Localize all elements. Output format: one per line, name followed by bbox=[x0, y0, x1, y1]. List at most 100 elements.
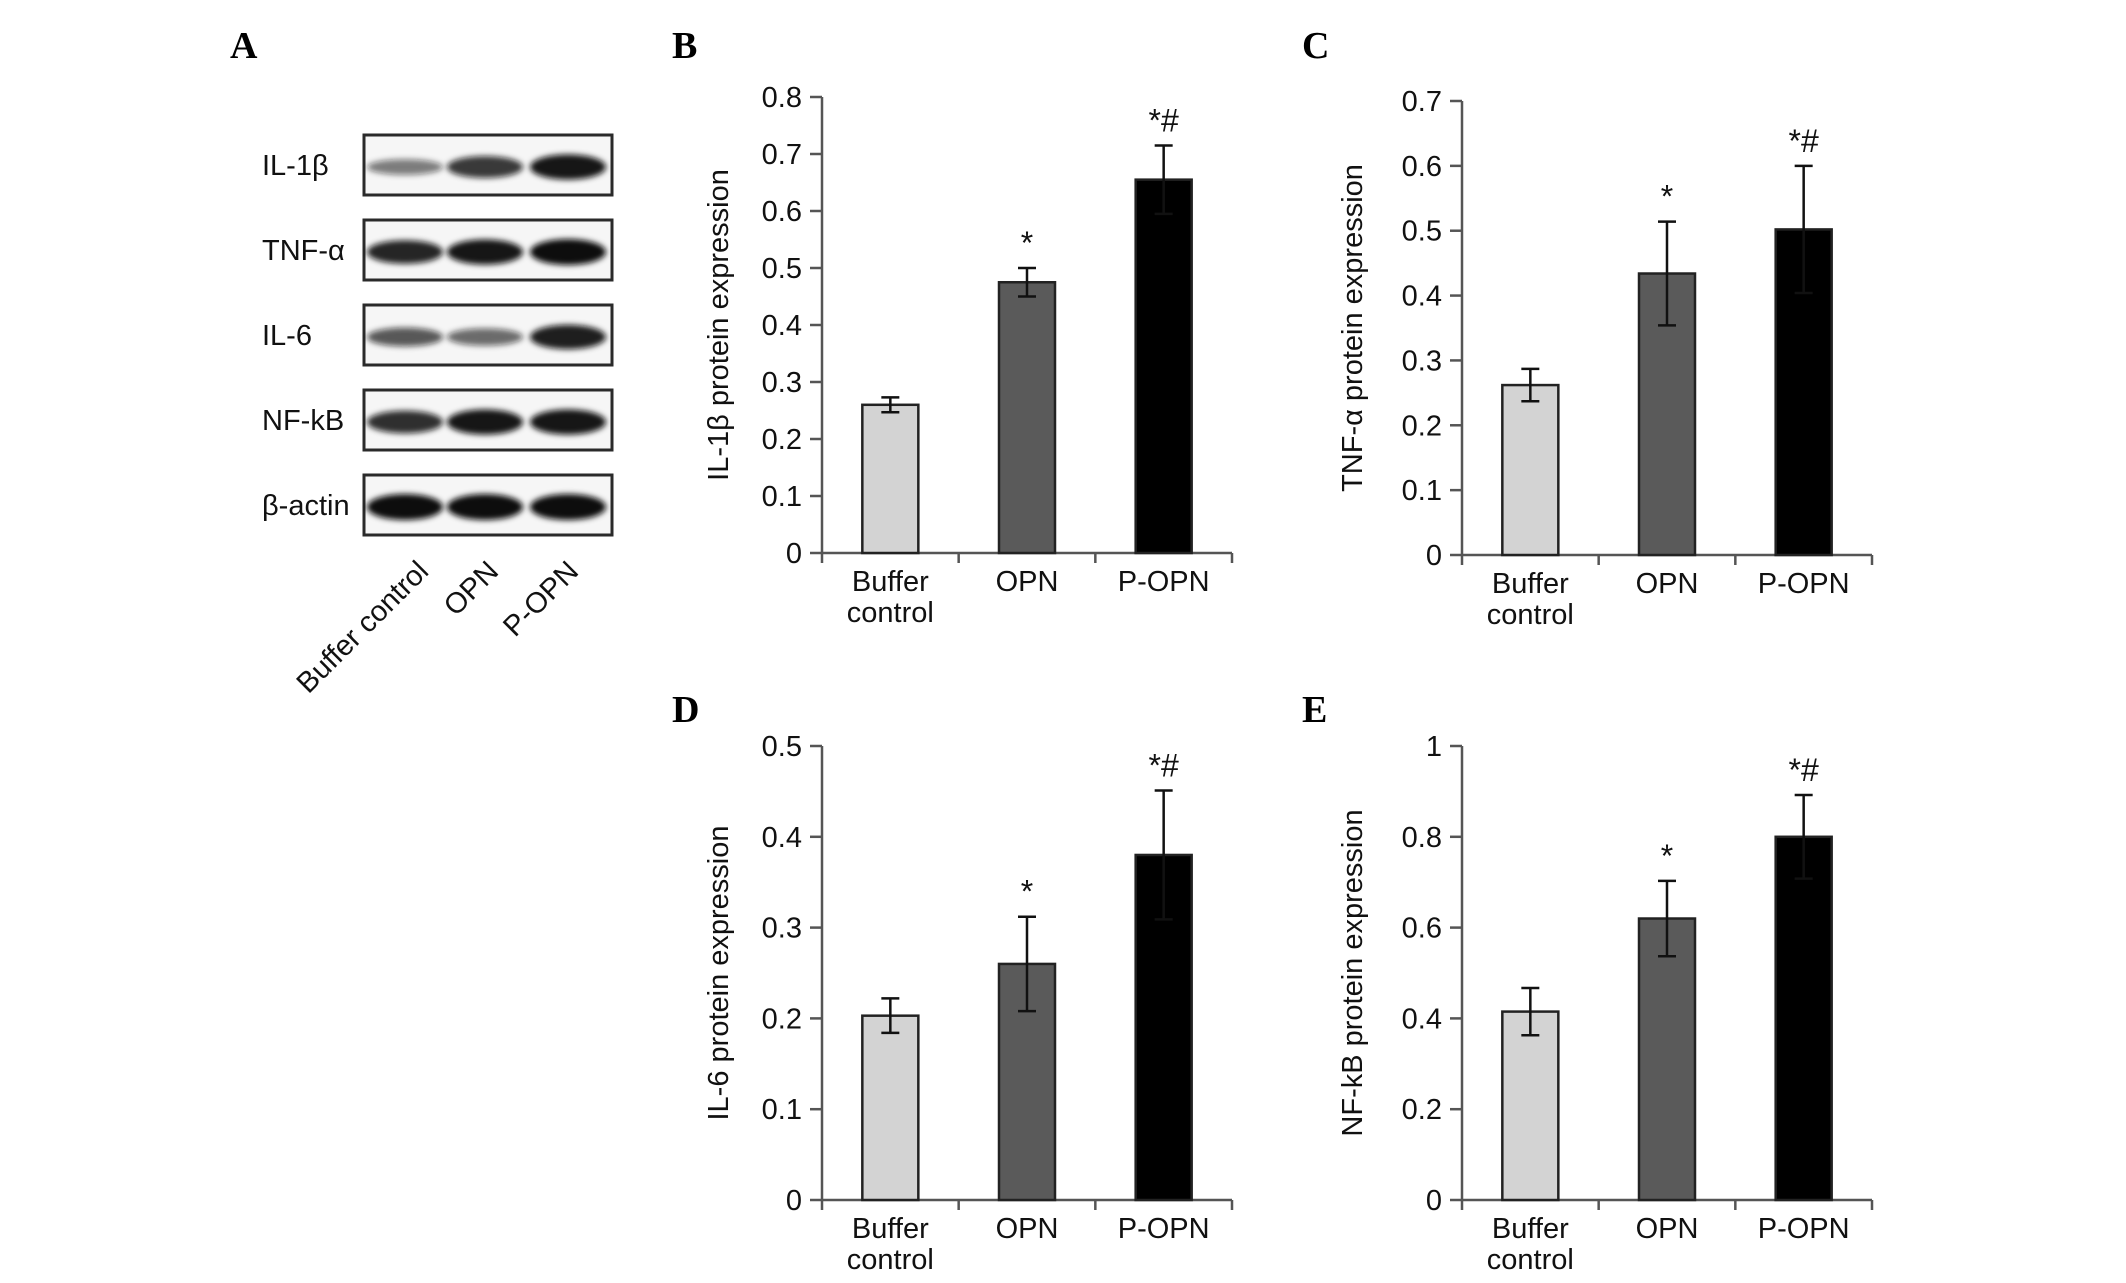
y-axis-label: IL-6 protein expression bbox=[703, 826, 735, 1121]
western-blot-panel: A IL-1β TNF-α IL-6 NF-kB β-actin Buffer contro… bbox=[230, 25, 614, 700]
blot-band bbox=[530, 409, 606, 435]
bar bbox=[1637, 917, 1697, 1202]
y-tick-label: 0.4 bbox=[1402, 1003, 1442, 1035]
x-tick-label: control bbox=[847, 597, 934, 629]
bar-charts: B 0 0.1 0.2 0.3 0.4 0.5 0.6 0.7 0.8 IL-1β protein … bbox=[672, 25, 1874, 1276]
chart-panel-d: D 0 0.1 0.2 0.3 0.4 0.5 IL-6 protein expression… bbox=[672, 689, 1234, 1276]
y-axis-label: IL-1β protein expression bbox=[703, 169, 735, 481]
y-tick-label: 0.7 bbox=[1402, 86, 1442, 118]
significance-label: *# bbox=[1149, 747, 1179, 783]
blot-row-label: IL-1β bbox=[262, 150, 329, 182]
significance-label: *# bbox=[1789, 123, 1819, 159]
blot-band bbox=[447, 156, 523, 178]
blot-band bbox=[367, 410, 443, 434]
x-tick-label: OPN bbox=[1636, 1213, 1699, 1245]
y-tick-label: 0.2 bbox=[762, 424, 802, 456]
significance-label: * bbox=[1021, 225, 1033, 261]
x-tick-label: OPN bbox=[1636, 568, 1699, 600]
y-tick-label: 0 bbox=[1426, 540, 1442, 572]
y-tick-label: 0 bbox=[786, 1185, 802, 1217]
y-tick-label: 0.4 bbox=[1402, 281, 1442, 313]
x-tick-label: control bbox=[1487, 599, 1574, 631]
blot-band bbox=[447, 409, 523, 435]
x-tick-label: Buffer bbox=[1492, 568, 1569, 600]
blot-band bbox=[447, 239, 523, 265]
y-tick-label: 0.5 bbox=[762, 731, 802, 763]
blot-band bbox=[367, 327, 443, 347]
bar bbox=[1774, 835, 1833, 1202]
x-tick-label: Buffer bbox=[1492, 1213, 1569, 1245]
y-tick-label: 0 bbox=[786, 538, 802, 570]
y-tick-label: 0.8 bbox=[1402, 822, 1442, 854]
x-tick-label: P-OPN bbox=[1758, 568, 1850, 600]
panel-letter: A bbox=[230, 25, 258, 67]
blot-band bbox=[367, 159, 443, 175]
y-tick-label: 0.8 bbox=[762, 82, 802, 114]
bar bbox=[861, 403, 920, 555]
significance-label: * bbox=[1661, 179, 1673, 215]
y-tick-label: 0.3 bbox=[762, 367, 802, 399]
lane-label: OPN bbox=[438, 555, 505, 622]
panel-letter: B bbox=[672, 25, 697, 67]
y-tick-label: 0.6 bbox=[1402, 913, 1442, 945]
chart-panel-e: E 0 0.2 0.4 0.6 0.8 1 NF-kB protein expression B… bbox=[1302, 689, 1874, 1276]
y-tick-label: 0 bbox=[1426, 1185, 1442, 1217]
x-tick-label: P-OPN bbox=[1758, 1213, 1850, 1245]
bar bbox=[1134, 178, 1193, 555]
bar bbox=[1501, 1010, 1560, 1202]
y-tick-label: 0.3 bbox=[1402, 345, 1442, 377]
blot-band bbox=[447, 494, 523, 520]
y-tick-label: 0.2 bbox=[1402, 410, 1442, 442]
y-tick-label: 0.5 bbox=[762, 253, 802, 285]
panel-letter: D bbox=[672, 689, 699, 731]
x-tick-label: P-OPN bbox=[1118, 566, 1210, 598]
y-tick-label: 0.1 bbox=[1402, 475, 1442, 507]
panel-letter: E bbox=[1302, 689, 1327, 731]
y-tick-label: 0.4 bbox=[762, 310, 802, 342]
blot-band bbox=[530, 239, 606, 265]
y-axis-label: NF-kB protein expression bbox=[1337, 809, 1369, 1136]
significance-label: *# bbox=[1789, 752, 1819, 788]
y-tick-label: 0.4 bbox=[762, 822, 802, 854]
y-tick-label: 0.1 bbox=[762, 481, 802, 513]
blot-band bbox=[367, 240, 443, 264]
y-tick-label: 0.7 bbox=[762, 139, 802, 171]
significance-label: *# bbox=[1149, 102, 1179, 138]
blot-row-label: β-actin bbox=[262, 490, 350, 522]
significance-label: * bbox=[1021, 874, 1033, 910]
lane-label: P-OPN bbox=[497, 555, 585, 643]
blot-band bbox=[530, 154, 606, 180]
x-tick-label: P-OPN bbox=[1118, 1213, 1210, 1245]
significance-label: * bbox=[1661, 838, 1673, 874]
x-tick-label: Buffer bbox=[852, 1213, 929, 1245]
panel-letter: C bbox=[1302, 25, 1329, 67]
x-tick-label: OPN bbox=[996, 566, 1059, 598]
blot-band bbox=[447, 328, 523, 346]
x-tick-label: OPN bbox=[996, 1213, 1059, 1245]
y-tick-label: 0.6 bbox=[762, 196, 802, 228]
y-tick-label: 0.5 bbox=[1402, 216, 1442, 248]
y-tick-label: 0.6 bbox=[1402, 151, 1442, 183]
y-tick-label: 0.1 bbox=[762, 1094, 802, 1126]
y-axis-label: TNF-α protein expression bbox=[1337, 164, 1369, 492]
chart-panel-b: B 0 0.1 0.2 0.3 0.4 0.5 0.6 0.7 0.8 IL-1β protein … bbox=[672, 25, 1234, 629]
y-tick-label: 0.2 bbox=[1402, 1094, 1442, 1126]
x-tick-label: control bbox=[847, 1244, 934, 1276]
y-tick-label: 0.2 bbox=[762, 1003, 802, 1035]
blot-row-label: NF-kB bbox=[262, 405, 344, 437]
chart-panel-c: C 0 0.1 0.2 0.3 0.4 0.5 0.6 0.7 TNF-α protein exp… bbox=[1302, 25, 1874, 631]
bar bbox=[1501, 383, 1560, 557]
blot-band bbox=[367, 494, 443, 520]
blot-row-label: IL-6 bbox=[262, 320, 312, 352]
blot-band bbox=[530, 324, 606, 350]
y-tick-label: 0.3 bbox=[762, 913, 802, 945]
x-tick-label: control bbox=[1487, 1244, 1574, 1276]
blot-row-label: TNF-α bbox=[262, 235, 345, 267]
bar bbox=[997, 281, 1057, 555]
blot-band bbox=[530, 494, 606, 520]
bar bbox=[861, 1014, 920, 1202]
x-tick-label: Buffer bbox=[852, 566, 929, 598]
lane-label: Buffer control bbox=[291, 555, 435, 699]
y-tick-label: 1 bbox=[1426, 731, 1442, 763]
